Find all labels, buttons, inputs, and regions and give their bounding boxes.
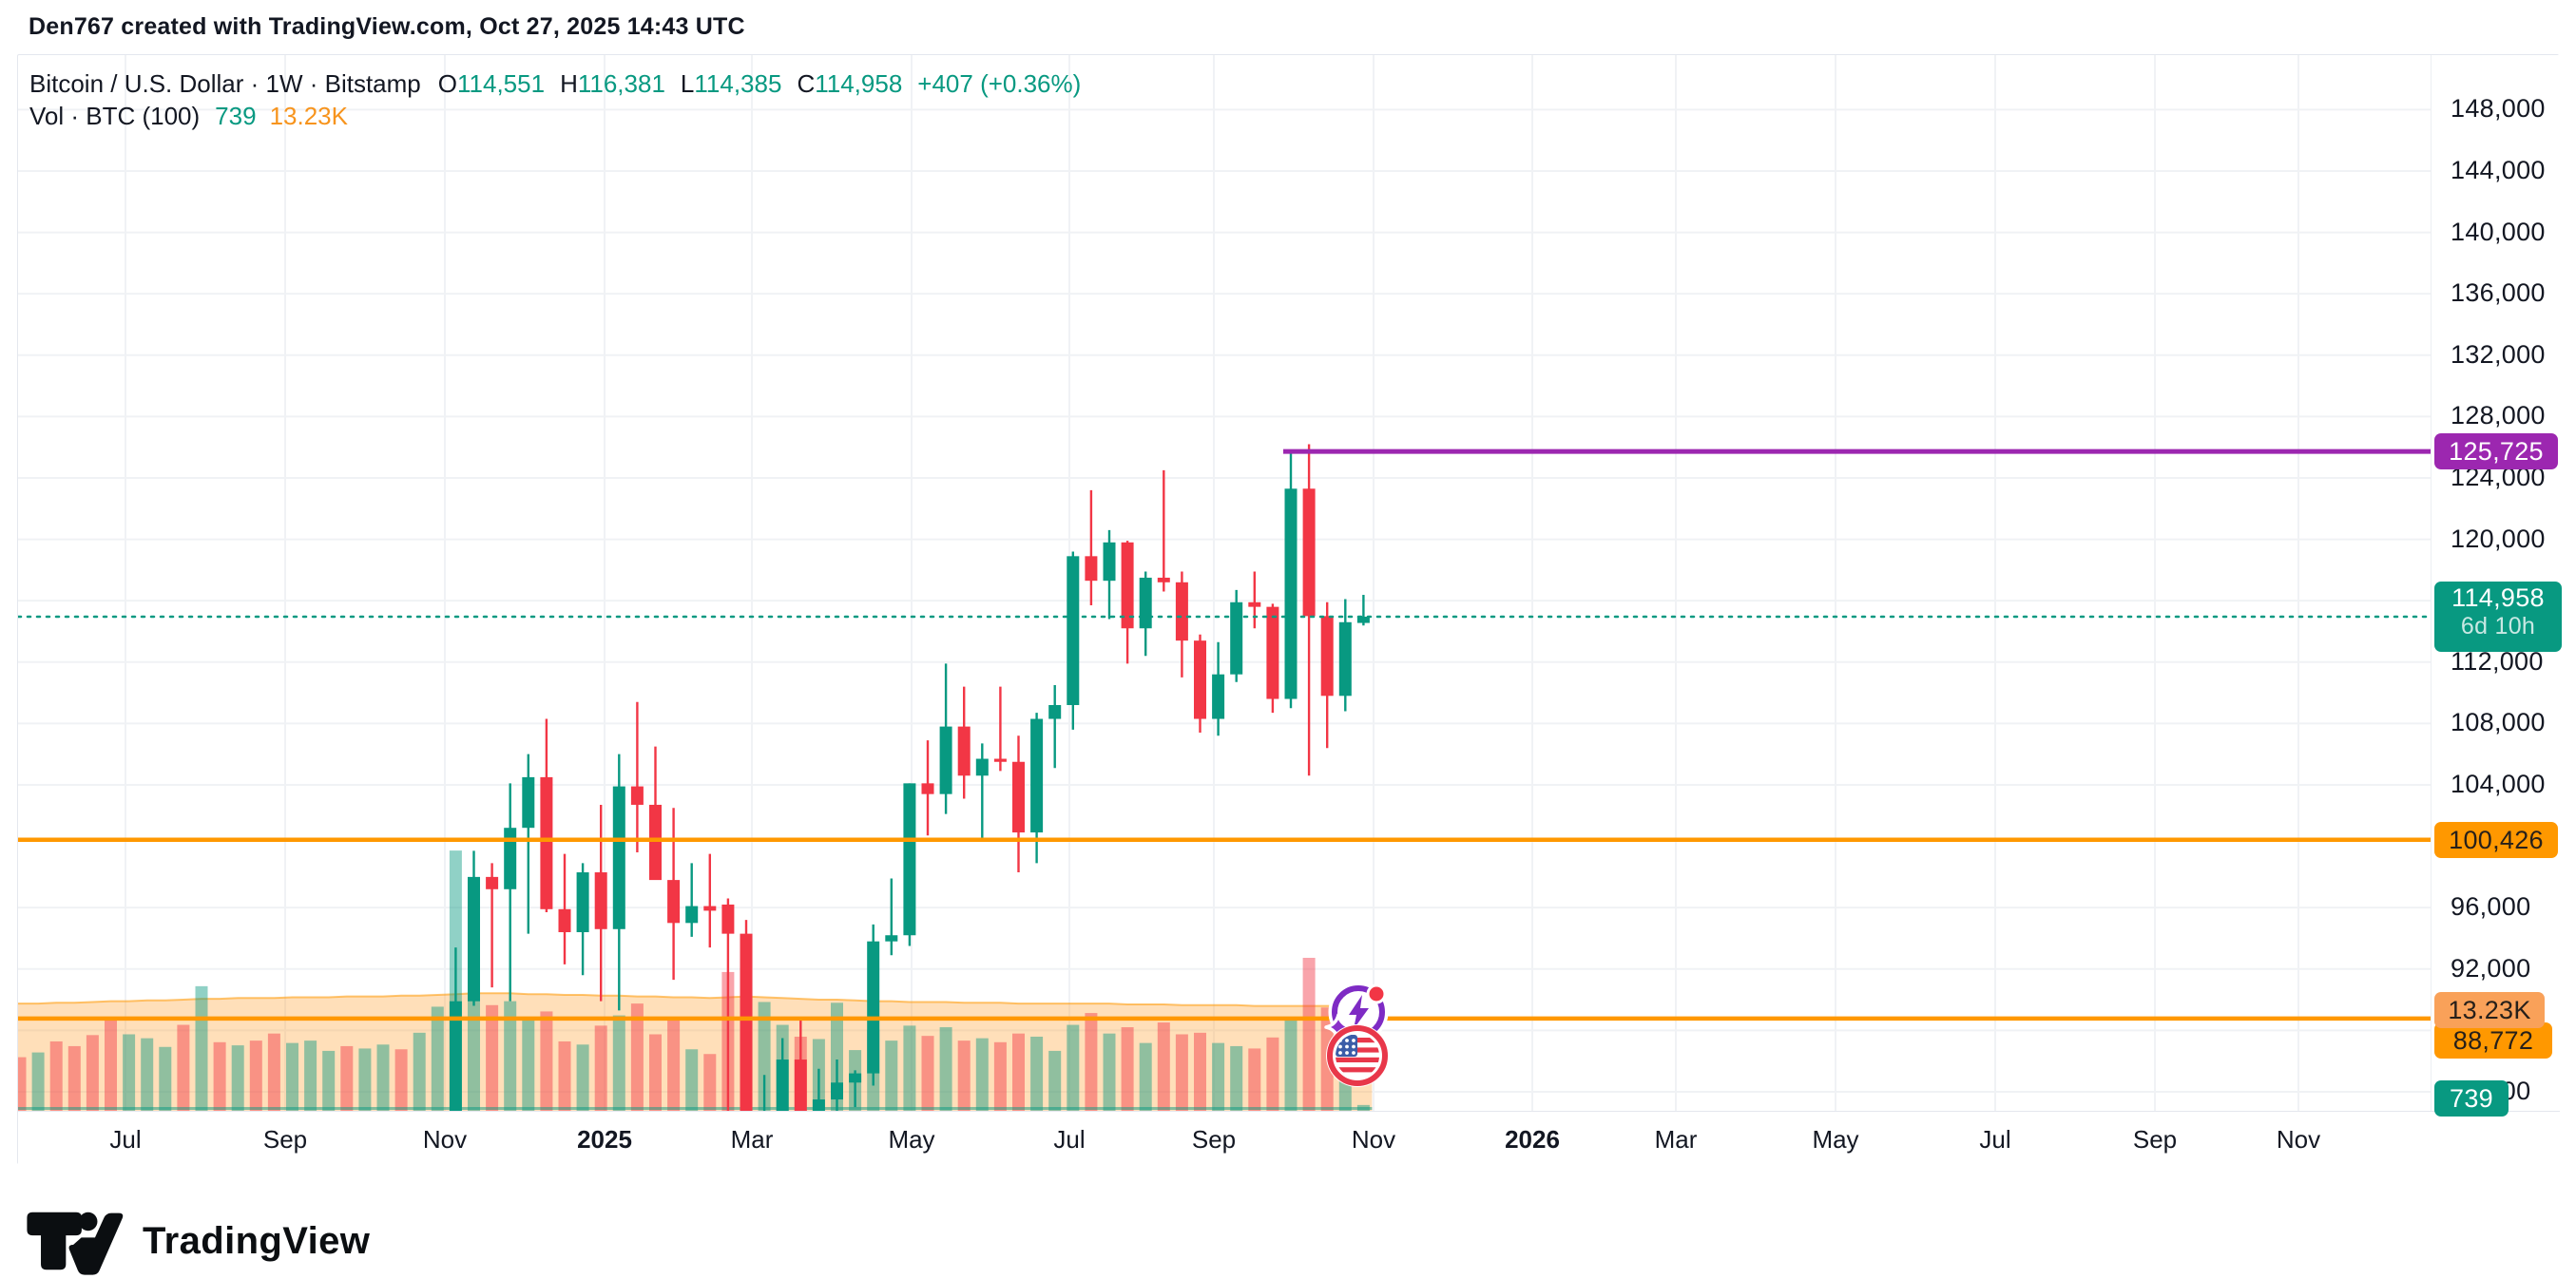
- spark-lightning-icon[interactable]: [1322, 976, 1394, 1048]
- price-axis-label: 136,000: [2451, 278, 2546, 308]
- time-axis-label: Nov: [2276, 1125, 2321, 1154]
- baseline-strip: [18, 1107, 1373, 1110]
- us-flag-icon[interactable]: [1323, 1021, 1392, 1090]
- ohlc-low: L114,385: [680, 69, 782, 98]
- legend-volume-row[interactable]: Vol · BTC (100) 739 13.23K: [29, 100, 1081, 132]
- axis-badge-88772: 88,772: [2434, 1022, 2552, 1059]
- price-axis-label: 92,000: [2451, 953, 2531, 983]
- price-axis-label: 140,000: [2451, 217, 2546, 246]
- watermark-title: Den767 created with TradingView.com, Oct…: [29, 13, 745, 40]
- time-axis-label: Mar: [1654, 1125, 1698, 1154]
- volume-bars: [18, 850, 1370, 1111]
- price-axis-label: 144,000: [2451, 155, 2546, 184]
- plot-layers: [18, 55, 2431, 1111]
- time-axis-label: Jul: [1053, 1125, 1086, 1154]
- price-axis-label: 120,000: [2451, 524, 2546, 553]
- price-axis-label: 108,000: [2451, 708, 2546, 737]
- time-axis-label: Mar: [730, 1125, 774, 1154]
- price-axis-label: 128,000: [2451, 401, 2546, 430]
- footer-brand[interactable]: TradingView: [27, 1205, 370, 1277]
- gridlines: [18, 55, 2431, 1111]
- price-axis[interactable]: 148,000 144,000 140,000 136,000 132,000 128,0…: [2431, 55, 2562, 1117]
- axis-badge-114958: 114,958 6d 10h: [2434, 582, 2562, 652]
- volume-ma-area: [18, 993, 1373, 1111]
- axis-badge-739: 739: [2434, 1080, 2509, 1117]
- legend-symbol-row[interactable]: Bitcoin / U.S. Dollar · 1W · Bitstamp O1…: [29, 67, 1081, 100]
- price-axis-label: 96,000: [2451, 892, 2531, 922]
- candles: [449, 444, 1370, 1111]
- axis-badge-125725: 125,725: [2434, 433, 2558, 470]
- volume-ma-value: 13.23K: [269, 102, 348, 130]
- time-axis-label: May: [888, 1125, 935, 1154]
- time-axis-label: Sep: [1191, 1125, 1237, 1154]
- chart-legend: Bitcoin / U.S. Dollar · 1W · Bitstamp O1…: [29, 67, 1081, 132]
- time-axis-label: Nov: [422, 1125, 468, 1154]
- time-axis[interactable]: Jul Sep Nov 2025 Mar May Jul Sep Nov 2026 Mar May Ju…: [18, 1111, 2560, 1164]
- tradingview-logo-icon[interactable]: [27, 1205, 129, 1277]
- time-axis-label: Jul: [1979, 1125, 2011, 1154]
- chart-plot-canvas[interactable]: [18, 55, 2431, 1111]
- time-axis-label: 2025: [577, 1125, 632, 1154]
- time-axis-label: May: [1812, 1125, 1859, 1154]
- change-readout: +407 (+0.36%): [917, 69, 1082, 98]
- volume-indicator-label[interactable]: Vol · BTC (100): [29, 102, 201, 130]
- time-axis-label: 2026: [1505, 1125, 1560, 1154]
- tradingview-logo-text: TradingView: [143, 1219, 371, 1262]
- axis-badge-100426: 100,426: [2434, 821, 2558, 858]
- ohlc-close: C114,958: [797, 69, 903, 98]
- volume-value: 739: [215, 102, 257, 130]
- axis-badge-1323K: 13.23K: [2434, 992, 2545, 1028]
- time-axis-label: Jul: [109, 1125, 142, 1154]
- price-axis-label: 148,000: [2451, 94, 2546, 124]
- price-axis-label: 104,000: [2451, 769, 2546, 798]
- ohlc-open: O114,551: [437, 69, 546, 98]
- symbol-title[interactable]: Bitcoin / U.S. Dollar · 1W · Bitstamp: [29, 69, 421, 98]
- time-axis-label: Nov: [1351, 1125, 1396, 1154]
- price-axis-label: 132,000: [2451, 339, 2546, 369]
- volume-ma-line: [18, 992, 1373, 1008]
- chart-widget[interactable]: Bitcoin / U.S. Dollar · 1W · Bitstamp O1…: [17, 54, 2562, 1164]
- ohlc-high: H116,381: [560, 69, 665, 98]
- time-axis-label: Sep: [262, 1125, 308, 1154]
- time-axis-label: Sep: [2132, 1125, 2178, 1154]
